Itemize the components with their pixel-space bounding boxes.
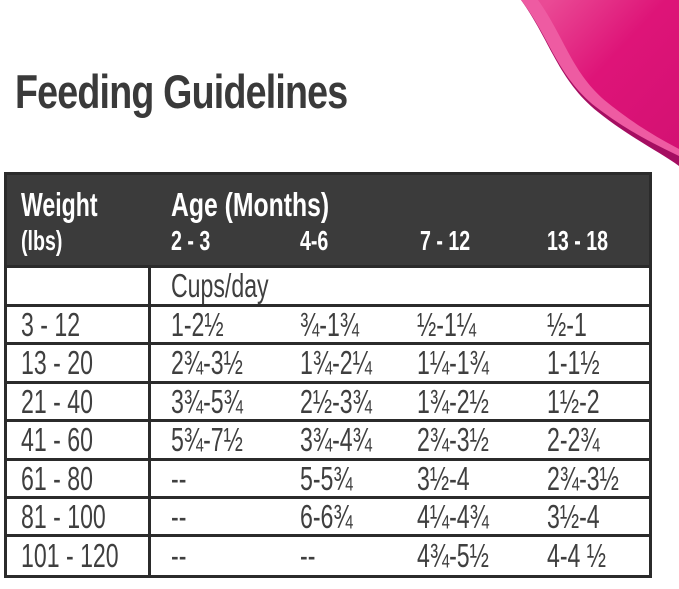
swoosh-dark-rim bbox=[521, 0, 679, 166]
cups-value: 2¾-3½ bbox=[151, 342, 280, 381]
feeding-guidelines-table: Weight (lbs) Age (Months) 2 - 3 4-6 7 - … bbox=[4, 172, 652, 578]
units-row-empty-cell bbox=[7, 265, 151, 304]
age-header-label: Age (Months) bbox=[171, 186, 330, 223]
age-columns-header: Age (Months) 2 - 3 4-6 7 - 12 13 - 18 bbox=[151, 175, 649, 265]
weight-unit-label: (lbs) bbox=[21, 225, 63, 256]
cups-value: 3½-4 bbox=[527, 496, 649, 535]
cups-value: 3½-4 bbox=[397, 458, 527, 497]
weight-range: 61 - 80 bbox=[7, 458, 151, 497]
swoosh-light-edge bbox=[521, 0, 679, 156]
cups-value: -- bbox=[151, 534, 280, 575]
cups-value: 3¾-4¾ bbox=[280, 419, 397, 458]
weight-range: 21 - 40 bbox=[7, 381, 151, 420]
cups-value: 1¾-2¼ bbox=[280, 342, 397, 381]
cups-value: 4¾-5½ bbox=[397, 534, 527, 575]
cups-value: 1¾-2½ bbox=[397, 381, 527, 420]
cups-value: ½-1¼ bbox=[397, 304, 527, 343]
weight-range: 101 - 120 bbox=[7, 534, 151, 575]
weight-range: 3 - 12 bbox=[7, 304, 151, 343]
cups-value: 2½-3¾ bbox=[280, 381, 397, 420]
cups-value: 2¾-3½ bbox=[527, 458, 649, 497]
cups-value: ½-1 bbox=[527, 304, 649, 343]
age-column-2-3: 2 - 3 bbox=[171, 225, 211, 256]
cups-value: 4-4 ½ bbox=[527, 534, 649, 575]
age-column-7-12: 7 - 12 bbox=[420, 225, 471, 256]
cups-value: 5-5¾ bbox=[280, 458, 397, 497]
weight-header-label: Weight bbox=[21, 186, 98, 223]
cups-value: 2¾-3½ bbox=[397, 419, 527, 458]
cups-value: 1-1½ bbox=[527, 342, 649, 381]
cups-value: 2-2¾ bbox=[527, 419, 649, 458]
cups-value: -- bbox=[151, 458, 280, 497]
swoosh-main bbox=[538, 0, 679, 149]
cups-value: 6-6¾ bbox=[280, 496, 397, 535]
cups-value: ¾-1¾ bbox=[280, 304, 397, 343]
cups-value: -- bbox=[151, 496, 280, 535]
cups-value: 5¾-7½ bbox=[151, 419, 280, 458]
weight-range: 41 - 60 bbox=[7, 419, 151, 458]
cups-value: 1½-2 bbox=[527, 381, 649, 420]
cups-value: 3¾-5¾ bbox=[151, 381, 280, 420]
page-title: Feeding Guidelines bbox=[15, 65, 348, 118]
weight-column-header: Weight (lbs) bbox=[7, 175, 151, 265]
age-column-13-18: 13 - 18 bbox=[547, 225, 609, 256]
units-label: Cups/day bbox=[151, 265, 649, 304]
cups-value: 4¼-4¾ bbox=[397, 496, 527, 535]
weight-range: 13 - 20 bbox=[7, 342, 151, 381]
weight-range: 81 - 100 bbox=[7, 496, 151, 535]
cups-value: 1-2½ bbox=[151, 304, 280, 343]
cups-value: -- bbox=[280, 534, 397, 575]
cups-value: 1¼-1¾ bbox=[397, 342, 527, 381]
age-column-4-6: 4-6 bbox=[300, 225, 329, 256]
